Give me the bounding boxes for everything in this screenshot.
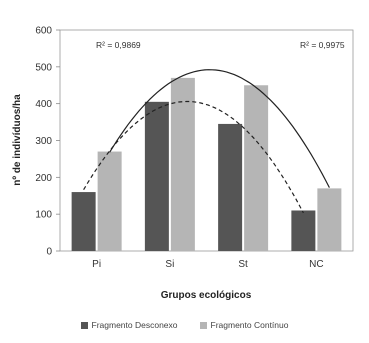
bar-continuo-st	[244, 85, 269, 251]
bar-desconexo-si	[144, 101, 169, 251]
x-tick-label: St	[238, 259, 248, 270]
legend-item-continuo: Fragmento Contínuo	[199, 320, 289, 330]
y-tick-label: 600	[35, 26, 52, 37]
y-tick-label: 400	[35, 99, 52, 110]
legend-item-desconexo: Fragmento Desconexo	[80, 320, 178, 330]
legend-label-continuo: Fragmento Contínuo	[210, 320, 289, 330]
x-tick-label: Si	[165, 259, 174, 270]
trendline-continuo	[109, 69, 330, 188]
bar-continuo-pi	[97, 151, 122, 251]
bar-desconexo-st	[218, 123, 243, 251]
bar-chart: 0 100 200 300 400 500 600 Pi Si St NC R² = 0,9869…	[12, 26, 354, 301]
y-tick-label: 100	[35, 210, 52, 221]
bar-desconexo-pi	[71, 192, 96, 251]
r2-label-left: R² = 0,9869	[96, 40, 141, 50]
x-axis-title: Grupos ecológicos	[161, 290, 252, 301]
legend: Fragmento Desconexo Fragmento Contínuo	[0, 320, 369, 330]
trendline-desconexo	[83, 100, 304, 214]
legend-swatch-continuo	[199, 321, 207, 329]
x-tick-label: NC	[309, 259, 323, 270]
y-tick-label: 300	[35, 136, 52, 147]
y-axis-title: nº de indivíduos/ha	[12, 94, 23, 186]
bar-continuo-si	[170, 77, 195, 251]
y-tick-label: 200	[35, 173, 52, 184]
x-tick-label: Pi	[92, 259, 101, 270]
bar-desconexo-nc	[291, 210, 316, 251]
y-tick-label: 500	[35, 62, 52, 73]
bar-continuo-nc	[317, 188, 342, 251]
legend-label-desconexo: Fragmento Desconexo	[91, 320, 178, 330]
y-tick-label: 0	[46, 247, 52, 258]
legend-swatch-desconexo	[80, 321, 88, 329]
r2-label-right: R² = 0,9975	[300, 40, 345, 50]
